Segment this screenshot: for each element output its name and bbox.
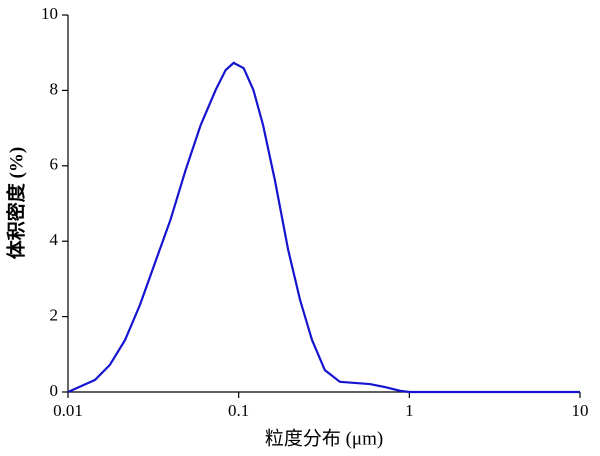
y-tick-label: 8	[50, 79, 59, 98]
x-tick-label: 0.1	[228, 401, 249, 420]
y-tick-label: 6	[50, 155, 59, 174]
x-tick-label: 0.01	[53, 401, 83, 420]
y-tick-label: 2	[50, 306, 59, 325]
x-tick-label: 1	[405, 401, 414, 420]
y-tick-label: 10	[41, 4, 58, 23]
y-tick-label: 4	[50, 230, 59, 249]
x-tick-label: 10	[572, 401, 589, 420]
y-axis-label: 体积密度 (%)	[4, 147, 27, 259]
data-line	[67, 61, 580, 394]
x-axis-label: 粒度分布 (μm)	[265, 427, 383, 449]
y-tick-label: 0	[50, 381, 59, 400]
